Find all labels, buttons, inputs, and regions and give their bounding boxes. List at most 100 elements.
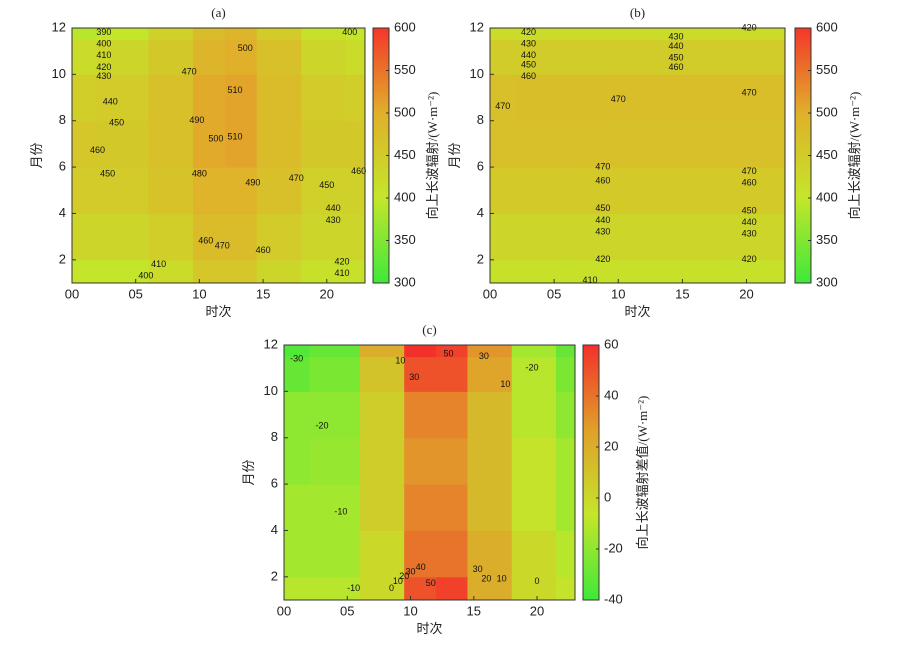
cell [345,167,366,214]
cell [556,530,576,578]
cell [309,356,361,392]
contour-label: -20 [315,421,328,431]
cell [511,345,557,358]
contour-label: 430 [326,215,341,225]
cell [467,530,513,578]
cell [148,213,194,261]
contour-label: 460 [90,145,105,155]
contour-label: 410 [151,259,166,269]
cell [675,120,722,168]
contour-label: -30 [290,353,303,363]
cell [148,74,194,122]
cell [359,530,405,578]
cell [256,39,302,75]
cell [490,74,517,122]
contour-label: 30 [406,567,416,577]
contour-label: 460 [198,236,213,246]
contour-label: 20 [399,571,409,581]
cell [643,120,677,168]
cell [467,391,513,439]
contour-label: 460 [668,62,683,72]
contour-label: 0 [389,583,394,593]
cell [284,530,310,578]
cell [511,437,557,485]
x-axis-label: 时次 [416,621,442,636]
panel-title: (c) [422,322,436,337]
contour-label: 460 [351,166,366,176]
contour-label: 470 [289,173,304,183]
contour-label: 440 [742,217,757,227]
y-tick-label: 4 [59,205,66,220]
cell [193,167,226,214]
cell [720,120,767,168]
cell [566,213,613,261]
panel-title: (b) [630,5,645,20]
contour-label: 500 [238,43,253,53]
cell [256,167,302,214]
colorbar-tick-label: 300 [394,274,416,289]
x-tick-label: 00 [277,603,291,618]
cell [515,259,568,284]
cell [611,39,645,75]
contour-label: 400 [342,27,357,37]
cell [435,391,468,439]
y-tick-label: 8 [271,429,278,444]
colorbar-tick-label: 600 [816,19,838,34]
y-tick-label: 10 [52,66,66,81]
contour-label: 50 [426,578,436,588]
cell [97,213,149,261]
cell [515,167,568,214]
contour-label: 470 [595,161,610,171]
cell [345,28,366,41]
contour-label: 470 [495,101,510,111]
cell [435,345,468,358]
cell [148,28,194,41]
x-tick-label: 15 [256,286,270,301]
cell [309,484,361,531]
cell [97,120,149,168]
cell [72,28,98,41]
cell [765,167,786,214]
contour-label: 10 [500,379,510,389]
contour-label: 470 [182,66,197,76]
cell [490,167,517,214]
cell [611,120,645,168]
cell [765,213,786,261]
cell [643,74,677,122]
contour-label: -20 [525,363,538,373]
y-tick-label: 4 [477,205,484,220]
cell [556,345,576,358]
colorbar-tick-label: 500 [816,104,838,119]
cell [345,120,366,168]
cell [256,259,302,284]
contour-label: 450 [521,59,536,69]
cell [148,120,194,168]
cell [467,345,513,358]
cell [404,391,437,439]
y-tick-label: 8 [59,112,66,127]
contour-label: 430 [668,32,683,42]
contour-label: 420 [96,62,111,72]
cell [765,39,786,75]
cell [556,437,576,485]
cell [359,437,405,485]
contour-label: 430 [595,226,610,236]
contour-label: 460 [595,175,610,185]
cell [359,356,405,392]
cell [284,345,310,358]
contour-label: 410 [335,268,350,278]
cell [511,576,557,601]
colorbar-tick-label: 500 [394,104,416,119]
colorbar [582,344,600,601]
cell [256,28,302,41]
contour-label: 470 [215,240,230,250]
contour-label: 470 [611,94,626,104]
cell [193,39,226,75]
contour-label: 440 [103,97,118,107]
cell [515,28,568,41]
y-tick-label: 6 [59,159,66,174]
y-tick-label: 8 [477,112,484,127]
cell [148,167,194,214]
y-tick-label: 10 [470,66,484,81]
cell [611,213,645,261]
